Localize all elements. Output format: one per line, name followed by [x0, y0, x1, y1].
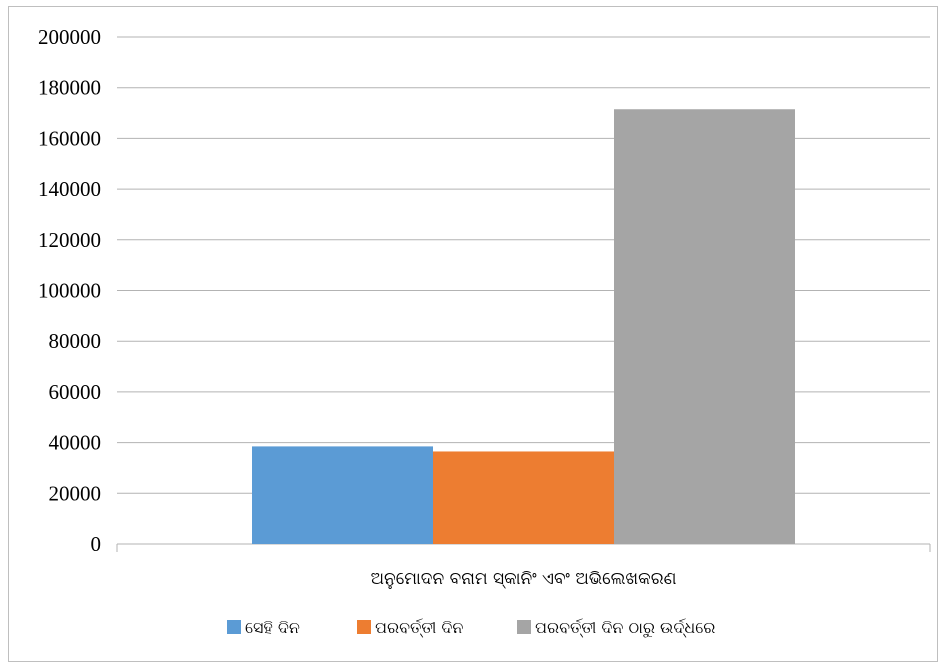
y-tick-label: 120000 [38, 228, 101, 252]
y-tick-label: 100000 [38, 279, 101, 303]
legend-label: ପରବର୍ତ୍ତୀ ଦିନ ଠାରୁ ଉର୍ଦ୍ଧରେ [535, 618, 715, 638]
bar-1 [252, 446, 433, 544]
y-tick-label: 200000 [38, 25, 101, 49]
legend-label: ପରବର୍ତ୍ତୀ ଦିନ [375, 618, 463, 637]
y-tick-label: 20000 [49, 481, 102, 505]
legend-label: ସେହି ଦିନ [245, 618, 300, 637]
y-tick-label: 140000 [38, 177, 101, 201]
y-tick-label: 40000 [49, 431, 102, 455]
legend-swatch [517, 620, 531, 634]
bar-3 [614, 109, 795, 544]
y-tick-label: 180000 [38, 76, 101, 100]
y-tick-label: 0 [91, 532, 102, 556]
bar-2 [433, 451, 614, 544]
y-tick-label: 60000 [49, 380, 102, 404]
y-tick-label: 80000 [49, 329, 102, 353]
legend-swatch [357, 620, 371, 634]
legend-swatch [227, 620, 241, 634]
category-label: ଅନୁମୋଦନ ବନାମ ସ୍କାନିଂ ଏବଂ ଅଭିଲେଖକରଣ [371, 569, 677, 589]
y-tick-label: 160000 [38, 126, 101, 150]
